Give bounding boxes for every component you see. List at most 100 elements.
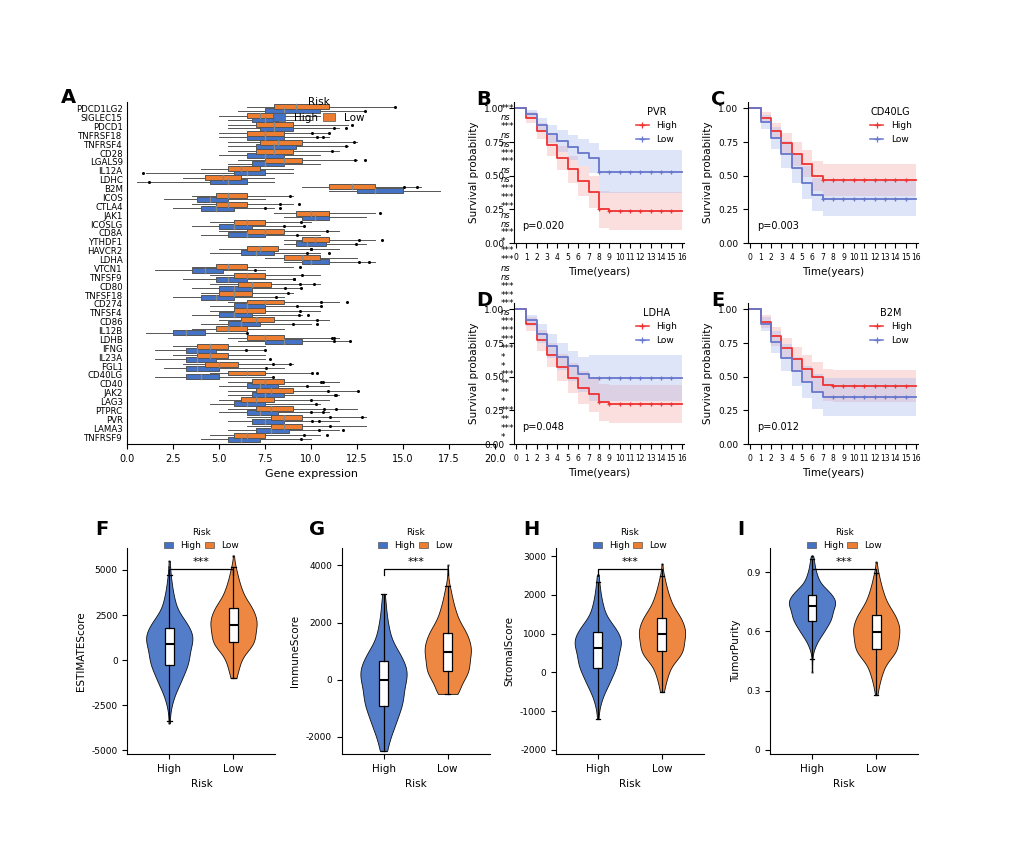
Text: ns: ns	[499, 219, 510, 229]
PathPatch shape	[657, 618, 665, 651]
PathPatch shape	[871, 616, 879, 650]
Text: ***: ***	[499, 193, 514, 202]
Text: ***: ***	[499, 282, 514, 291]
X-axis label: Gene expression: Gene expression	[264, 469, 358, 479]
Bar	[233, 273, 265, 278]
Bar	[247, 113, 274, 118]
Text: *: *	[499, 433, 504, 441]
Bar	[274, 104, 329, 109]
Bar	[173, 330, 205, 335]
Bar	[256, 122, 292, 127]
Bar	[297, 241, 325, 246]
Bar	[252, 162, 283, 166]
Bar	[256, 406, 292, 411]
Text: **: **	[499, 415, 508, 424]
Bar	[247, 246, 278, 252]
Bar	[270, 424, 302, 429]
X-axis label: Risk: Risk	[191, 779, 212, 789]
Text: D: D	[476, 291, 492, 310]
Bar	[265, 108, 320, 113]
Bar	[201, 206, 233, 211]
Bar	[228, 321, 260, 326]
Bar	[205, 362, 237, 367]
Bar	[247, 135, 283, 140]
Text: ***: ***	[499, 406, 514, 415]
Text: ***: ***	[499, 202, 514, 211]
Bar	[210, 180, 247, 184]
Text: ***: ***	[499, 255, 514, 264]
Bar	[219, 285, 252, 291]
Text: ns: ns	[499, 308, 510, 318]
Text: *: *	[499, 397, 504, 406]
Text: ns: ns	[499, 273, 510, 282]
Text: ***: ***	[499, 158, 514, 167]
Legend: High, Low: High, Low	[160, 524, 243, 554]
Text: ***: ***	[499, 229, 514, 237]
Y-axis label: ImmuneScore: ImmuneScore	[290, 615, 300, 687]
Bar	[242, 397, 274, 402]
Text: B: B	[476, 91, 491, 109]
Text: ns: ns	[499, 113, 510, 122]
Bar	[247, 131, 283, 136]
Bar	[233, 433, 265, 438]
Y-axis label: StromalScore: StromalScore	[504, 616, 514, 686]
Text: p=0.048: p=0.048	[522, 422, 564, 432]
Bar	[247, 384, 278, 388]
Bar	[205, 175, 242, 180]
Text: ***: ***	[499, 184, 514, 193]
Text: ***: ***	[499, 246, 514, 255]
Bar	[256, 388, 292, 393]
Bar	[247, 335, 283, 340]
PathPatch shape	[229, 608, 237, 642]
Bar	[186, 374, 219, 379]
Bar	[329, 184, 375, 189]
X-axis label: Time(years): Time(years)	[568, 468, 630, 479]
Bar	[215, 326, 247, 331]
Text: *: *	[499, 237, 504, 246]
Text: ***: ***	[499, 291, 514, 300]
Bar	[186, 348, 215, 352]
Bar	[186, 366, 219, 370]
Text: p=0.012: p=0.012	[756, 422, 798, 432]
Text: ***: ***	[499, 104, 514, 113]
Bar	[283, 255, 320, 260]
Bar	[297, 211, 329, 216]
Text: ns: ns	[499, 166, 510, 175]
Text: ***: ***	[499, 326, 514, 335]
Bar	[247, 152, 283, 158]
Text: ***: ***	[499, 344, 514, 353]
Text: **: **	[499, 388, 508, 397]
Bar	[186, 357, 215, 362]
Bar	[233, 219, 265, 224]
Text: A: A	[61, 88, 76, 107]
Text: ns: ns	[499, 264, 510, 273]
Text: ***: ***	[407, 556, 424, 567]
Bar	[228, 166, 260, 171]
Text: ***: ***	[835, 556, 852, 567]
Legend: High, Low: High, Low	[632, 103, 681, 147]
Text: ***: ***	[499, 370, 514, 379]
Text: ***: ***	[499, 148, 514, 158]
Y-axis label: TumorPurity: TumorPurity	[730, 620, 740, 683]
Bar	[215, 193, 247, 198]
Bar	[215, 202, 247, 207]
Bar	[242, 250, 274, 255]
Y-axis label: Survival probability: Survival probability	[468, 122, 478, 223]
Text: E: E	[710, 291, 723, 310]
Legend: High, Low: High, Low	[632, 304, 681, 349]
Bar	[228, 232, 265, 237]
Text: I: I	[737, 519, 744, 539]
Text: p=0.020: p=0.020	[522, 221, 564, 231]
Text: *: *	[499, 352, 504, 362]
Bar	[252, 379, 283, 385]
Bar	[247, 410, 278, 415]
X-axis label: Risk: Risk	[619, 779, 640, 789]
Bar	[256, 144, 297, 149]
Y-axis label: ESTIMATEScore: ESTIMATEScore	[75, 612, 86, 691]
Legend: High, Low: High, Low	[374, 524, 457, 554]
Bar	[228, 370, 265, 375]
X-axis label: Risk: Risk	[405, 779, 426, 789]
Bar	[233, 170, 265, 175]
Bar	[247, 300, 283, 305]
Bar	[197, 344, 228, 349]
